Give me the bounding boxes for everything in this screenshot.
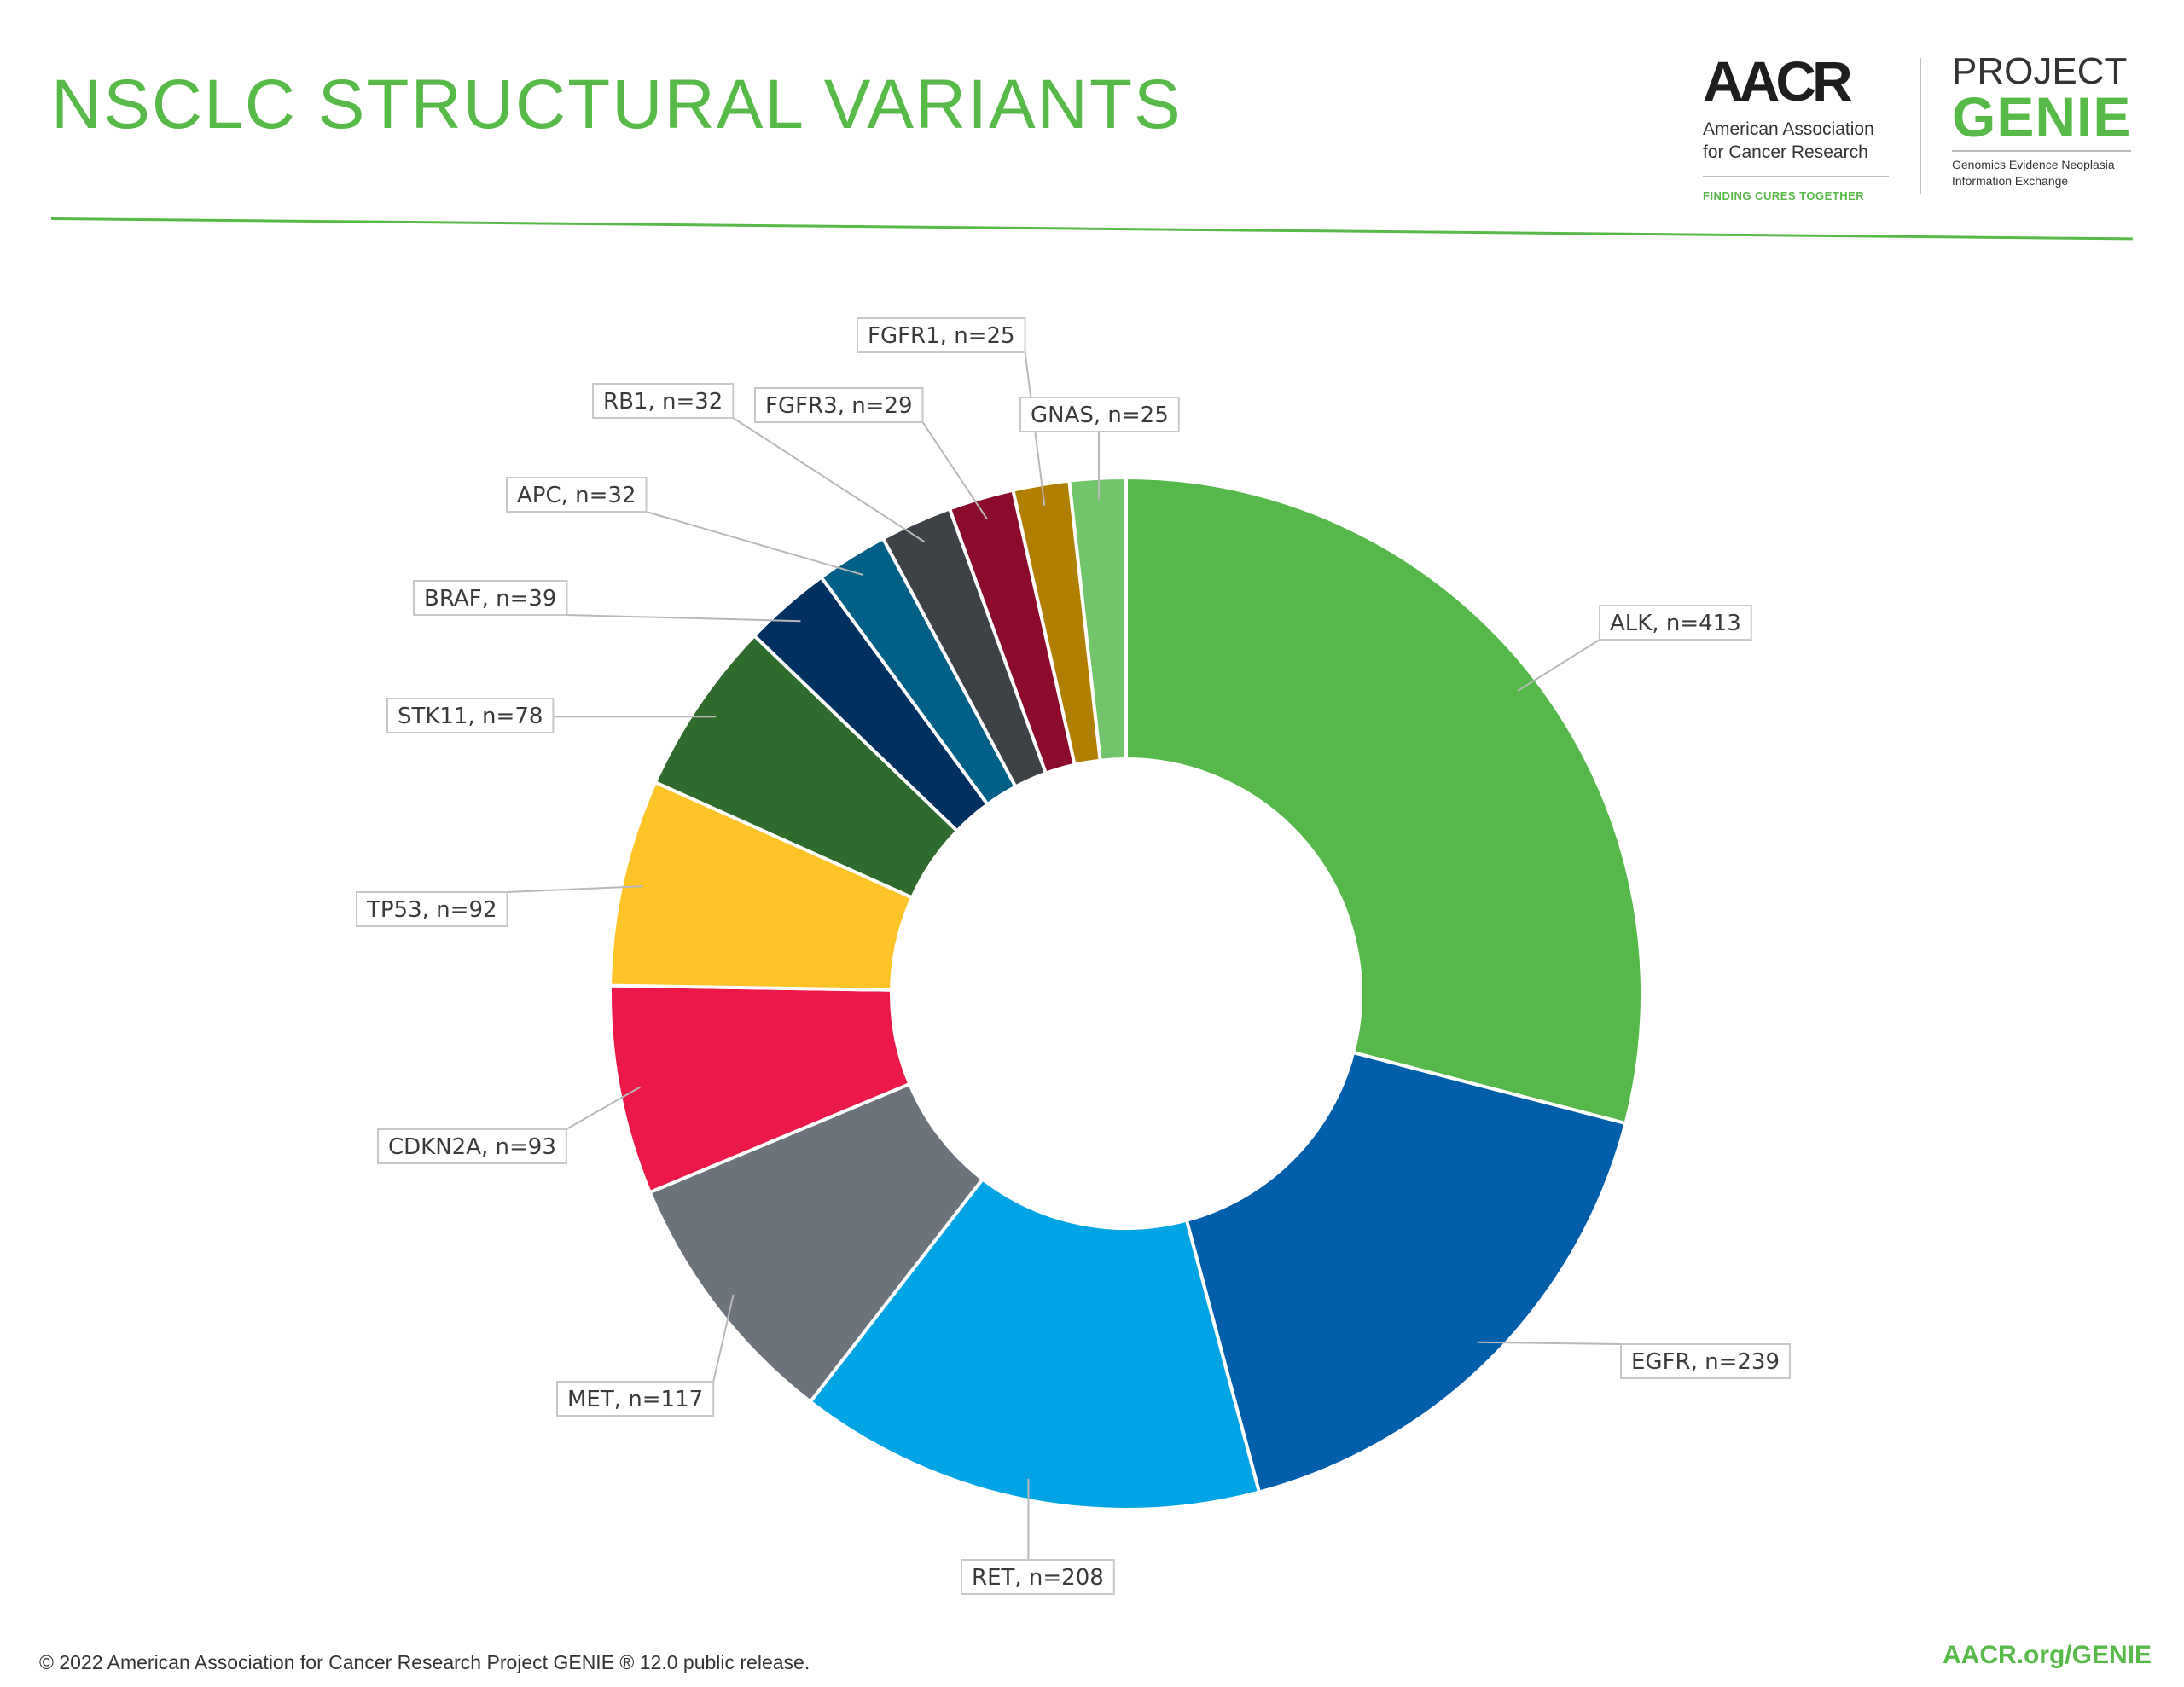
label-alk: ALK, n=413 — [1599, 605, 1752, 641]
slice-gnas — [1067, 475, 1128, 762]
label-gnas: GNAS, n=25 — [1019, 397, 1180, 432]
leader-line-tp53 — [507, 885, 643, 893]
slice-egfr — [1184, 1050, 1629, 1495]
logo-separator — [1920, 58, 1921, 194]
aacr-logo: AACR American Association for Cancer Res… — [1703, 53, 1895, 202]
label-text-ret: RET, n=208 — [972, 1565, 1104, 1591]
label-text-rb1: RB1, n=32 — [603, 389, 723, 415]
label-text-stk11: STK11, n=78 — [398, 704, 543, 729]
aacr-name-line2: for Cancer Research — [1703, 142, 1868, 162]
footer-link[interactable]: AACR.org/GENIE — [1942, 1641, 2152, 1669]
label-text-fgfr3: FGFR3, n=29 — [765, 393, 913, 419]
leader-line-braf — [566, 614, 801, 623]
leader-line-cdkn2a — [566, 1086, 641, 1130]
label-text-tp53: TP53, n=92 — [366, 897, 497, 923]
label-egfr: EGFR, n=239 — [1620, 1343, 1792, 1379]
leader-line-met — [712, 1294, 735, 1383]
leader-line-apc — [646, 511, 863, 576]
genie-word-text: GENIE — [1952, 85, 2132, 148]
label-tp53: TP53, n=92 — [356, 891, 508, 927]
label-text-egfr: EGFR, n=239 — [1631, 1349, 1780, 1375]
footer-copyright: © 2022 American Association for Cancer R… — [39, 1651, 810, 1673]
slice-met — [648, 1081, 985, 1405]
label-cdkn2a: CDKN2A, n=93 — [377, 1128, 567, 1164]
label-fgfr3: FGFR3, n=29 — [754, 387, 924, 423]
label-text-gnas: GNAS, n=25 — [1031, 403, 1169, 428]
label-text-met: MET, n=117 — [567, 1387, 703, 1412]
aacr-logo-rule — [1703, 176, 1889, 177]
label-met: MET, n=117 — [556, 1381, 715, 1417]
label-text-fgfr1: FGFR1, n=25 — [868, 323, 1015, 349]
slice-ret — [808, 1176, 1262, 1512]
aacr-logo-mark: AACR — [1703, 49, 1853, 113]
leader-line-fgfr3 — [921, 421, 988, 519]
label-ret: RET, n=208 — [961, 1559, 1115, 1595]
label-stk11: STK11, n=78 — [386, 698, 555, 733]
label-apc: APC, n=32 — [506, 477, 648, 513]
leader-line-alk — [1517, 639, 1600, 692]
label-text-alk: ALK, n=413 — [1610, 611, 1741, 636]
leader-line-rb1 — [732, 417, 926, 543]
label-fgfr1: FGFR1, n=25 — [857, 317, 1026, 353]
label-text-apc: APC, n=32 — [517, 483, 636, 508]
label-text-cdkn2a: CDKN2A, n=93 — [388, 1134, 556, 1160]
aacr-tagline: FINDING CURES TOGETHER — [1703, 189, 1865, 202]
donut-slices — [608, 475, 1644, 1512]
genie-sub-line1: Genomics Evidence Neoplasia — [1952, 158, 2115, 171]
aacr-name-line1: American Association — [1703, 119, 1874, 139]
slice-alk — [1124, 475, 1644, 1126]
label-text-braf: BRAF, n=39 — [424, 586, 556, 612]
genie-project-text: PROJECT — [1952, 50, 2128, 92]
label-braf: BRAF, n=39 — [413, 580, 568, 616]
leader-line-egfr — [1477, 1341, 1622, 1345]
genie-sub-line2: Information Exchange — [1952, 174, 2069, 188]
page-title: NSCLC STRUCTURAL VARIANTS — [51, 66, 1182, 143]
genie-logo-rule — [1952, 150, 2131, 152]
label-rb1: RB1, n=32 — [592, 383, 735, 419]
genie-logo: PROJECT GENIE Genomics Evidence Neoplasi… — [1952, 53, 2144, 189]
slice-labels: ALK, n=413 EGFR, n=239 RET, n=208 MET, n=11… — [356, 317, 1792, 1595]
